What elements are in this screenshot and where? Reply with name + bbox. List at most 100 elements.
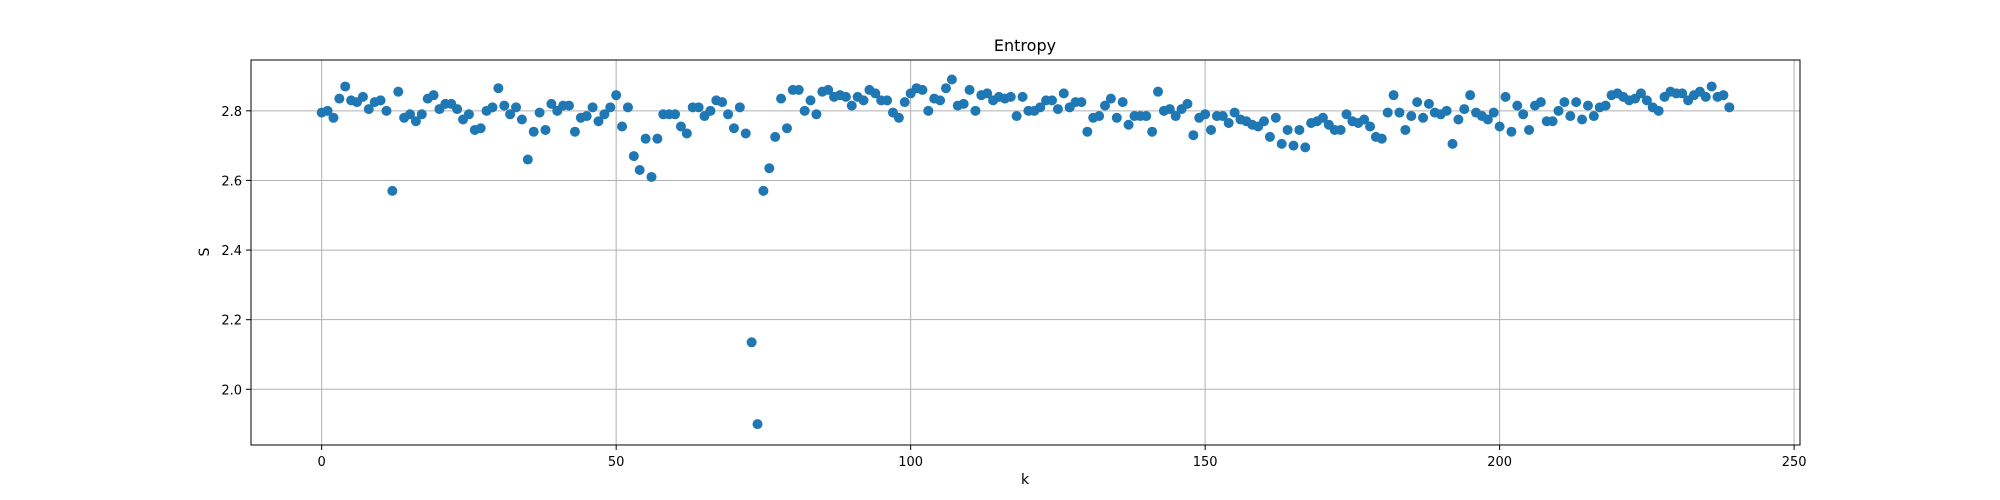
data-point [917, 84, 928, 95]
plot-frame [250, 59, 1801, 446]
data-point [546, 98, 557, 109]
data-point [870, 88, 881, 99]
data-point [428, 90, 439, 101]
data-point [1153, 86, 1164, 97]
data-point [811, 109, 822, 120]
data-point [681, 128, 692, 139]
data-point [899, 97, 910, 108]
data-point [758, 185, 769, 196]
data-point [1518, 109, 1529, 120]
data-point [622, 102, 633, 113]
y-tick-label: 2.6 [221, 174, 242, 189]
data-point [1653, 105, 1664, 116]
data-point [1259, 116, 1270, 127]
data-point [1017, 91, 1028, 102]
data-point [593, 116, 604, 127]
data-point [1170, 111, 1181, 122]
data-point [1488, 107, 1499, 118]
data-point [617, 121, 628, 132]
data-point [1111, 112, 1122, 123]
data-point [1559, 97, 1570, 108]
data-point [1147, 126, 1158, 137]
data-point [752, 419, 763, 430]
data-point [1082, 126, 1093, 137]
scatter-points [316, 74, 1735, 430]
y-tick-label: 2.2 [221, 314, 242, 329]
data-point [717, 97, 728, 108]
data-point [1524, 124, 1535, 135]
data-point [764, 163, 775, 174]
data-point [1217, 111, 1228, 122]
data-point [728, 123, 739, 134]
data-point [1117, 97, 1128, 108]
data-point [1718, 90, 1729, 101]
x-tick-label: 150 [1193, 455, 1218, 470]
data-point [1547, 116, 1558, 127]
data-point [569, 126, 580, 137]
data-point [970, 105, 981, 116]
data-point [334, 93, 345, 104]
data-point [1317, 112, 1328, 123]
data-point [746, 337, 757, 348]
data-point [776, 93, 787, 104]
y-axis-label: S [197, 247, 213, 256]
data-point [487, 102, 498, 113]
data-point [340, 81, 351, 92]
data-point [587, 102, 598, 113]
data-point [534, 107, 545, 118]
data-point [1282, 124, 1293, 135]
data-point [452, 104, 463, 115]
data-point [410, 116, 421, 127]
data-point [923, 105, 934, 116]
x-tick-label: 100 [898, 455, 923, 470]
data-point [840, 91, 851, 102]
data-point [634, 165, 645, 175]
data-point [540, 124, 551, 135]
data-point [1294, 124, 1305, 135]
data-point [1376, 133, 1387, 144]
y-tick-label: 2.0 [221, 383, 242, 398]
data-point [1406, 111, 1417, 122]
data-point [1035, 102, 1046, 113]
data-point [1388, 90, 1399, 101]
data-point [1206, 124, 1217, 135]
data-point [893, 112, 904, 123]
data-point [1700, 91, 1711, 102]
data-point [387, 185, 398, 196]
data-point [1535, 97, 1546, 108]
data-point [723, 109, 734, 120]
data-point [1635, 88, 1646, 99]
data-point [1512, 100, 1523, 111]
data-point [858, 95, 869, 106]
x-tick-label: 0 [318, 455, 326, 470]
data-point [1565, 111, 1576, 122]
data-point [652, 133, 663, 144]
data-point [1335, 124, 1346, 135]
data-point [705, 105, 716, 116]
data-point [964, 84, 975, 95]
data-point [1706, 81, 1717, 92]
data-point [605, 102, 616, 113]
data-point [1553, 105, 1564, 116]
data-point [1447, 138, 1458, 149]
x-tick-label: 250 [1782, 455, 1807, 470]
data-point [1182, 98, 1193, 109]
data-point [1141, 111, 1152, 122]
data-point [946, 74, 957, 85]
data-point [740, 128, 751, 139]
data-point [805, 95, 816, 106]
data-point [1229, 107, 1240, 118]
data-point [675, 121, 686, 132]
data-point [1276, 138, 1287, 149]
x-tick-label: 200 [1487, 455, 1512, 470]
data-point [1105, 93, 1116, 104]
data-point [693, 102, 704, 113]
data-point [363, 104, 374, 115]
data-point [1223, 118, 1234, 129]
data-point [734, 102, 745, 113]
data-point [393, 86, 404, 97]
data-point [1577, 114, 1588, 125]
data-point [1094, 111, 1105, 122]
data-point [511, 102, 522, 113]
